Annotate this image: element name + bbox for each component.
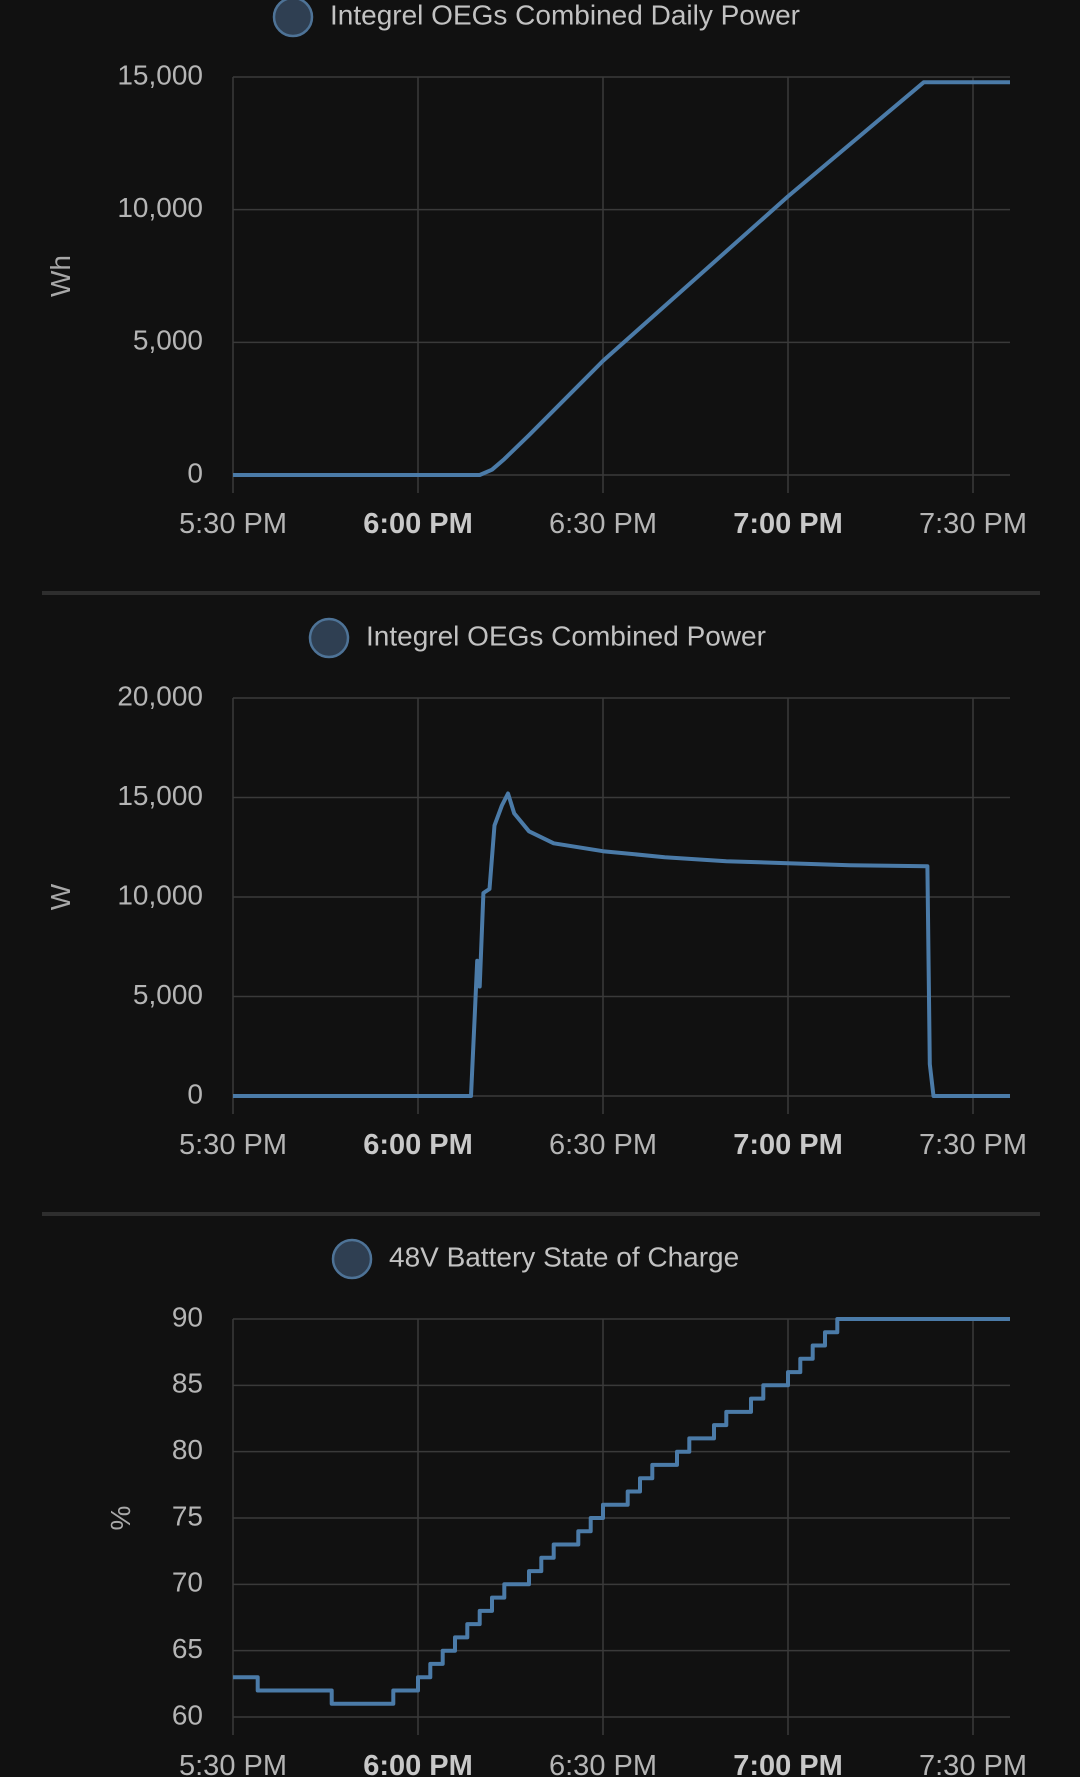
y-tick-label: 70: [172, 1567, 203, 1598]
y-axis-label: Wh: [45, 255, 76, 297]
x-tick-label: 6:00 PM: [363, 508, 473, 540]
x-tick-label: 5:30 PM: [179, 1129, 287, 1161]
y-tick-label: 15,000: [117, 59, 203, 90]
y-tick-label: 0: [187, 457, 203, 488]
y-tick-label: 10,000: [117, 879, 203, 910]
legend-label[interactable]: Integrel OEGs Combined Power: [366, 620, 766, 651]
x-tick-label: 7:00 PM: [733, 1129, 843, 1161]
series-line: [233, 1317, 1010, 1706]
y-axis-label: %: [105, 1506, 136, 1531]
y-tick-label: 5,000: [133, 979, 203, 1010]
x-tick-label: 6:30 PM: [549, 1750, 657, 1777]
chart-1: 0 5,000 10,000 15,000 5:30 PM 6:00 PM 6:30 PM 7…: [45, 0, 1027, 540]
legend-marker-icon[interactable]: [272, 0, 314, 38]
legend-label[interactable]: 48V Battery State of Charge: [389, 1241, 739, 1272]
legend-label[interactable]: Integrel OEGs Combined Daily Power: [330, 0, 800, 30]
x-tick-label: 6:30 PM: [549, 508, 657, 540]
y-tick-label: 90: [172, 1301, 203, 1332]
legend-marker-icon[interactable]: [308, 617, 350, 659]
y-tick-label: 10,000: [117, 192, 203, 223]
y-tick-label: 80: [172, 1434, 203, 1465]
y-tick-label: 20,000: [117, 680, 203, 711]
chart-3: 60 65 70 75 80 85 90 5:30 PM 6:00 PM 6:30 PM 7:00 …: [105, 1238, 1027, 1777]
y-tick-label: 60: [172, 1699, 203, 1730]
legend-marker-icon[interactable]: [331, 1238, 373, 1280]
x-tick-label: 7:00 PM: [733, 1750, 843, 1777]
y-tick-label: 15,000: [117, 780, 203, 811]
x-tick-label: 6:00 PM: [363, 1750, 473, 1777]
series-line: [233, 791, 1010, 1098]
y-tick-label: 75: [172, 1500, 203, 1531]
x-tick-label: 7:00 PM: [733, 508, 843, 540]
x-tick-label: 7:30 PM: [919, 1129, 1027, 1161]
y-axis-label: W: [45, 883, 76, 910]
x-tick-label: 6:00 PM: [363, 1129, 473, 1161]
y-tick-label: 65: [172, 1633, 203, 1664]
x-tick-label: 5:30 PM: [179, 1750, 287, 1777]
chart-2: 0 5,000 10,000 15,000 20,000 5:30 PM 6:00 PM 6:…: [45, 617, 1027, 1161]
y-tick-label: 5,000: [133, 325, 203, 356]
x-tick-label: 5:30 PM: [179, 508, 287, 540]
y-tick-label: 0: [187, 1078, 203, 1109]
x-tick-label: 6:30 PM: [549, 1129, 657, 1161]
x-tick-label: 7:30 PM: [919, 1750, 1027, 1777]
x-tick-label: 7:30 PM: [919, 508, 1027, 540]
y-tick-label: 85: [172, 1368, 203, 1399]
series-line: [233, 80, 1010, 477]
